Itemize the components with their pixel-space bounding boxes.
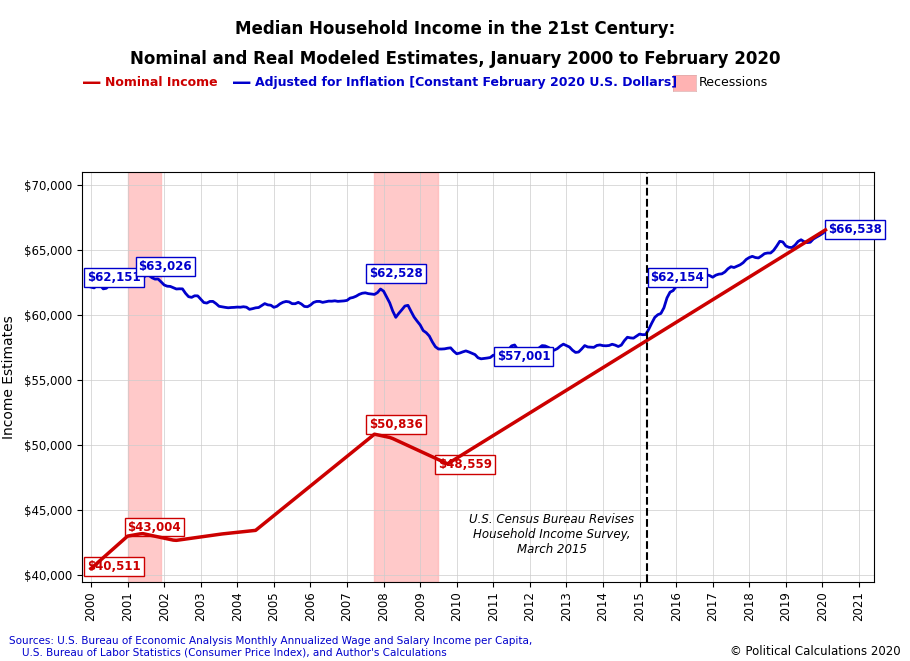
Text: Sources: U.S. Bureau of Economic Analysis Monthly Annualized Wage and Salary Inc: Sources: U.S. Bureau of Economic Analysi… bbox=[9, 636, 532, 658]
Text: $62,151: $62,151 bbox=[87, 272, 141, 284]
Text: U.S. Census Bureau Revises
Household Income Survey,
March 2015: U.S. Census Bureau Revises Household Inc… bbox=[470, 513, 634, 556]
Text: $57,001: $57,001 bbox=[497, 350, 551, 363]
Text: $62,154: $62,154 bbox=[651, 272, 704, 284]
Text: $43,004: $43,004 bbox=[127, 521, 181, 533]
Text: Nominal and Real Modeled Estimates, January 2000 to February 2020: Nominal and Real Modeled Estimates, Janu… bbox=[130, 50, 780, 67]
Text: Median Household Income in the 21st Century:: Median Household Income in the 21st Cent… bbox=[235, 20, 675, 38]
Bar bbox=[374, 172, 439, 582]
Bar bbox=[127, 172, 160, 582]
Text: © Political Calculations 2020: © Political Calculations 2020 bbox=[730, 644, 901, 658]
Text: $48,559: $48,559 bbox=[439, 458, 492, 471]
Y-axis label: Income Estimates: Income Estimates bbox=[2, 315, 15, 439]
Text: $40,511: $40,511 bbox=[87, 560, 141, 572]
Text: $66,538: $66,538 bbox=[828, 223, 882, 237]
Text: $62,528: $62,528 bbox=[369, 267, 423, 280]
Text: Adjusted for Inflation [Constant February 2020 U.S. Dollars]: Adjusted for Inflation [Constant Februar… bbox=[255, 76, 677, 89]
Text: Recessions: Recessions bbox=[699, 76, 768, 89]
Text: Nominal Income: Nominal Income bbox=[105, 76, 217, 89]
Text: —: — bbox=[82, 73, 101, 92]
Text: —: — bbox=[232, 73, 251, 92]
Text: $63,026: $63,026 bbox=[138, 260, 192, 274]
Text: $50,836: $50,836 bbox=[369, 418, 423, 431]
